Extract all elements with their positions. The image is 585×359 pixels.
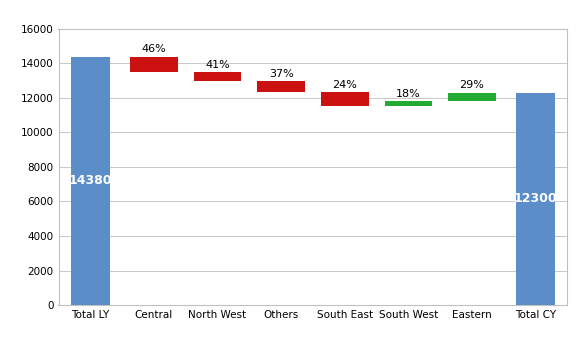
Bar	[257, 81, 305, 92]
Text: 41%: 41%	[205, 60, 230, 70]
Bar	[384, 101, 432, 106]
Text: 37%: 37%	[269, 69, 294, 79]
Bar	[321, 92, 369, 106]
Bar	[71, 57, 110, 305]
Text: 29%: 29%	[460, 80, 484, 90]
Text: 12300: 12300	[514, 192, 558, 205]
Text: 18%: 18%	[396, 89, 421, 99]
Text: 14380: 14380	[68, 174, 112, 187]
Bar	[448, 93, 496, 101]
Text: 24%: 24%	[332, 80, 357, 89]
Bar	[516, 93, 555, 305]
Bar	[130, 57, 178, 72]
Bar	[194, 72, 242, 81]
Text: 46%: 46%	[142, 44, 166, 54]
